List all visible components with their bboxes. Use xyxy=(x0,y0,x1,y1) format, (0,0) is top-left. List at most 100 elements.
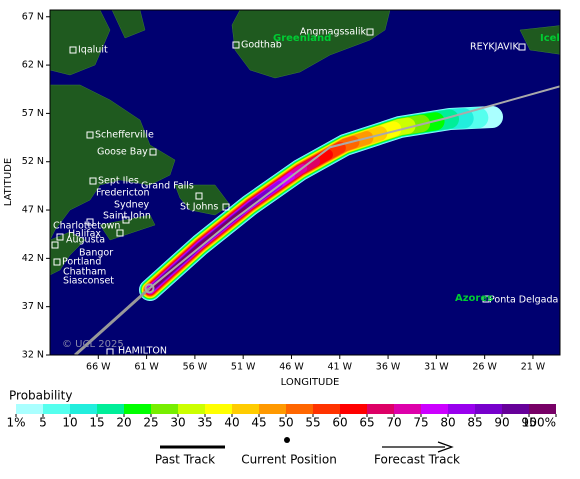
place-label: Augusta xyxy=(66,235,105,246)
x-tick-label: 31 W xyxy=(424,362,449,373)
place-label: Iqaluit xyxy=(78,45,108,56)
region-label: Icel xyxy=(540,33,560,44)
place-marker xyxy=(482,295,490,303)
legend-tick-label: 45 xyxy=(251,416,266,430)
legend-tick-label: 30 xyxy=(170,416,185,430)
x-tick-label: 46 W xyxy=(279,362,304,373)
legend-swatch xyxy=(286,404,313,414)
legend-tick-label: 1% xyxy=(6,416,25,430)
x-tick-label: 26 W xyxy=(472,362,497,373)
place-marker xyxy=(106,348,114,355)
legend-swatch xyxy=(394,404,421,414)
place-marker xyxy=(86,218,94,226)
x-tick-label: 21 W xyxy=(521,362,546,373)
x-tick-label: 61 W xyxy=(134,362,159,373)
legend-swatch xyxy=(502,404,529,414)
y-tick-label: 67 N xyxy=(22,11,44,22)
legend-tick-label: 80 xyxy=(440,416,455,430)
legend-swatch xyxy=(178,404,205,414)
place-marker xyxy=(195,192,203,200)
current-position xyxy=(144,283,155,294)
legend-item: Forecast Track xyxy=(374,453,460,467)
legend-swatch xyxy=(475,404,502,414)
y-tick-label: 47 N xyxy=(22,205,44,216)
place-marker xyxy=(518,43,526,51)
place-label: Schefferville xyxy=(95,130,154,141)
place-marker xyxy=(89,177,97,185)
place-label: Bangor xyxy=(79,248,113,259)
y-tick-label: 62 N xyxy=(22,60,44,71)
legend-swatch xyxy=(232,404,259,414)
map-frame xyxy=(49,9,561,356)
legend-swatch xyxy=(124,404,151,414)
y-tick-label: 32 N xyxy=(22,350,44,361)
legend-tick-label: 35 xyxy=(197,416,212,430)
place-label: REYKJAVIK xyxy=(470,42,519,53)
place-marker xyxy=(222,203,230,211)
x-tick-label: 66 W xyxy=(86,362,111,373)
legend-swatch xyxy=(43,404,70,414)
place-label: Halifax xyxy=(68,229,101,240)
place-label: Charlottetown xyxy=(53,221,120,232)
legend-swatch xyxy=(529,404,556,414)
legend-item: Past Track xyxy=(155,453,215,467)
place-marker xyxy=(56,233,64,241)
y-tick-label: 37 N xyxy=(22,301,44,312)
legend-tick-label: 60 xyxy=(332,416,347,430)
copyright: © UCL 2025 xyxy=(62,339,124,350)
place-label: Fredericton xyxy=(96,188,150,199)
place-marker xyxy=(366,28,374,36)
legend-tick-label: 5 xyxy=(39,416,47,430)
legend-swatch xyxy=(205,404,232,414)
place-label: St Johns xyxy=(180,202,218,213)
legend-tick-label: 85 xyxy=(467,416,482,430)
place-label: Portland xyxy=(62,257,101,268)
y-tick-label: 52 N xyxy=(22,156,44,167)
legend-swatch xyxy=(340,404,367,414)
past-track xyxy=(74,287,151,355)
place-label: HAMILTON xyxy=(118,346,167,357)
place-marker xyxy=(53,258,61,266)
legend-tick-label: 90 xyxy=(494,416,509,430)
legend-swatch xyxy=(259,404,286,414)
x-tick-label: 56 W xyxy=(183,362,208,373)
place-marker xyxy=(51,241,59,249)
x-tick-label: 51 W xyxy=(231,362,256,373)
place-label: Sept Iles xyxy=(98,176,139,187)
y-axis-label: LATITUDE xyxy=(3,158,14,206)
legend-tick-label: 25 xyxy=(143,416,158,430)
y-tick-label: 57 N xyxy=(22,108,44,119)
x-tick-label: 36 W xyxy=(376,362,401,373)
legend-tick-label: 40 xyxy=(224,416,239,430)
legend-tick-label: 50 xyxy=(278,416,293,430)
legend-item: Current Position xyxy=(241,453,337,467)
place-label: Chatham xyxy=(63,267,106,278)
legend-tick-label: 100% xyxy=(522,416,556,430)
place-marker xyxy=(232,41,240,49)
region-label: Greenland xyxy=(273,33,331,44)
legend-tick-label: 55 xyxy=(305,416,320,430)
region-label: Azores xyxy=(455,293,493,304)
place-marker xyxy=(122,216,130,224)
place-label: Grand Falls xyxy=(141,181,194,192)
legend-tick-label: 65 xyxy=(359,416,374,430)
legend-tick-label: 75 xyxy=(413,416,428,430)
current-position-key xyxy=(284,437,290,443)
land xyxy=(50,10,560,276)
map-content: Iqaluit Godthab Angmagssalik REYKJAVIK Schef… xyxy=(51,27,560,357)
legend-tick-label: 15 xyxy=(89,416,104,430)
legend-swatch xyxy=(70,404,97,414)
legend-swatch xyxy=(448,404,475,414)
place-label: Siasconset xyxy=(63,276,114,287)
place-marker xyxy=(116,229,124,237)
place-marker xyxy=(149,148,157,156)
place-label: Saint John xyxy=(103,211,151,222)
place-label: Goose Bay xyxy=(97,147,148,158)
place-label: Angmagssalik xyxy=(300,27,367,38)
legend-title: Probability xyxy=(9,389,72,403)
legend-tick-label: 70 xyxy=(386,416,401,430)
legend-tick-label: 20 xyxy=(116,416,131,430)
legend-tick-label: 10 xyxy=(62,416,77,430)
legend-swatch xyxy=(313,404,340,414)
